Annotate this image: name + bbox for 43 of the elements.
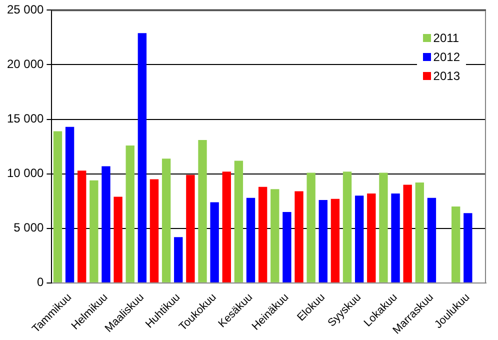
bar [53, 131, 62, 282]
y-tick-label: 0 [37, 275, 44, 290]
y-tick-label: 20 000 [7, 57, 44, 72]
bar [282, 212, 292, 282]
bar [270, 189, 280, 282]
bar [222, 172, 231, 282]
bar [367, 193, 376, 282]
bar [102, 166, 110, 282]
bar [114, 196, 122, 282]
bar [162, 158, 171, 282]
y-tick-label: 10 000 [7, 166, 44, 180]
legend-label: 2013 [433, 69, 460, 84]
bar [258, 186, 268, 282]
bar [186, 174, 195, 282]
bar [306, 172, 316, 282]
bar [150, 179, 159, 282]
y-tick-label: 25 000 [7, 2, 44, 17]
bar [174, 237, 183, 282]
bar [234, 160, 244, 282]
bar [379, 172, 388, 282]
bar [318, 200, 328, 282]
y-tick-label: 15 000 [7, 112, 44, 126]
bar [403, 184, 412, 282]
bar [294, 191, 304, 282]
bar [354, 196, 364, 282]
bar [464, 213, 472, 282]
bar [415, 182, 424, 282]
bar [90, 180, 98, 282]
bar [427, 198, 436, 282]
bar [126, 145, 134, 282]
bar [210, 202, 219, 282]
bar [452, 206, 460, 282]
bar [65, 126, 74, 282]
y-tick-label: 5 000 [14, 220, 44, 235]
legend-label: 2011 [433, 31, 460, 46]
legend-label: 2012 [433, 50, 460, 64]
bar [391, 193, 400, 282]
bar [246, 198, 256, 282]
bar [138, 33, 147, 282]
bar [78, 170, 86, 282]
bar [342, 172, 352, 282]
bar [330, 198, 340, 282]
bar [198, 140, 207, 282]
